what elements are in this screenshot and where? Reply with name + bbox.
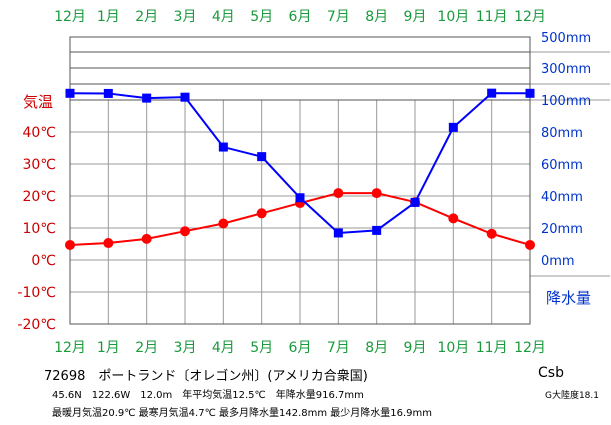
month-label-bottom: 4月 [212, 340, 235, 356]
precipitation-point [103, 88, 113, 98]
month-label-bottom: 9月 [404, 340, 427, 356]
month-label-top: 5月 [250, 9, 273, 25]
month-label-top: 9月 [404, 9, 427, 25]
temperature-tick-label: 30℃ [22, 157, 56, 173]
precipitation-point [295, 193, 305, 203]
precipitation-point [257, 152, 267, 162]
month-label-top: 10月 [437, 9, 469, 25]
temperature-point [141, 233, 152, 244]
station-stats-line1: 45.6N 122.6W 12.0m 年平均気温12.5℃ 年降水量916.7m… [52, 390, 364, 401]
temperature-tick-label: 10℃ [22, 221, 56, 237]
station-stats-line2: 最暖月気温20.9℃ 最寒月気温4.7℃ 最多月降水量142.8mm 最少月降水… [52, 408, 433, 419]
month-label-top: 7月 [327, 9, 350, 25]
month-label-top: 12月 [54, 9, 86, 25]
precipitation-point [372, 225, 382, 235]
month-label-top: 6月 [289, 9, 312, 25]
temperature-tick-label: -20℃ [17, 317, 56, 333]
climate-class: Csb [538, 365, 564, 381]
month-label-top: 8月 [365, 9, 388, 25]
precipitation-point [487, 88, 497, 98]
precipitation-point [142, 93, 152, 103]
month-label-top: 12月 [514, 9, 546, 25]
precipitation-tick-label: 300mm [541, 62, 591, 77]
month-label-top: 2月 [135, 9, 158, 25]
precipitation-tick-label: 20mm [541, 222, 583, 237]
temperature-axis-title: 気温 [23, 93, 53, 111]
precipitation-tick-label: 60mm [541, 158, 583, 173]
precipitation-tick-label: 80mm [541, 126, 583, 141]
precipitation-point [180, 92, 190, 102]
temperature-point [525, 239, 535, 250]
temperature-point [180, 226, 190, 237]
month-label-top: 1月 [97, 9, 120, 25]
month-label-top: 4月 [212, 9, 235, 25]
precipitation-tick-label: 0mm [541, 254, 575, 269]
station-title: 72698 ポートランド〔オレゴン州〕(アメリカ合衆国) [44, 369, 368, 384]
temperature-point [371, 188, 382, 199]
month-label-bottom: 5月 [250, 340, 273, 356]
precipitation-axis-title: 降水量 [546, 289, 591, 307]
precipitation-tick-label: 100mm [541, 94, 591, 109]
continentality-note: G大陸度18.1 [544, 391, 599, 401]
precipitation-tick-label: 500mm [541, 31, 591, 46]
temperature-tick-label: 20℃ [22, 189, 56, 205]
temperature-point [256, 208, 267, 219]
temperature-tick-label: 40℃ [22, 125, 56, 141]
month-label-bottom: 1月 [97, 340, 120, 356]
month-label-bottom: 8月 [365, 340, 388, 356]
month-label-bottom: 11月 [476, 340, 508, 356]
precipitation-point [410, 197, 420, 207]
month-label-bottom: 12月 [514, 340, 546, 356]
month-label-top: 3月 [174, 9, 197, 25]
month-label-bottom: 12月 [54, 340, 86, 356]
temperature-tick-label: 0℃ [31, 253, 56, 269]
precipitation-point [333, 228, 343, 238]
precipitation-point [65, 88, 75, 98]
temperature-point [65, 239, 75, 250]
precipitation-point [525, 88, 535, 98]
precipitation-tick-label: 40mm [541, 190, 583, 205]
temperature-point [218, 218, 229, 229]
month-label-bottom: 2月 [135, 340, 158, 356]
precipitation-point [218, 142, 228, 152]
month-label-bottom: 7月 [327, 340, 350, 356]
temperature-point [486, 228, 497, 239]
temperature-point [333, 188, 344, 199]
temperature-tick-label: -10℃ [17, 285, 56, 301]
month-label-bottom: 3月 [174, 340, 197, 356]
temperature-point [448, 213, 459, 224]
month-label-bottom: 10月 [437, 340, 469, 356]
precipitation-point [448, 122, 458, 132]
temperature-point [103, 238, 114, 249]
month-label-bottom: 6月 [289, 340, 312, 356]
plot-frame [69, 36, 531, 325]
grid [70, 36, 610, 325]
month-label-top: 11月 [476, 9, 508, 25]
